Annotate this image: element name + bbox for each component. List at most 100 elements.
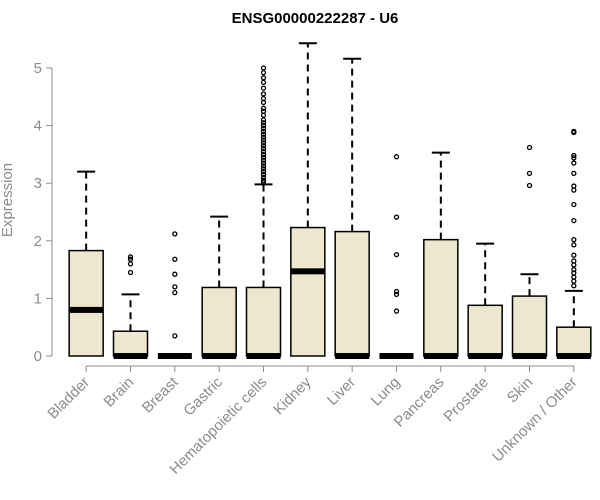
- outlier-point: [393, 308, 400, 314]
- outlier-point: [571, 155, 577, 161]
- median-line: [290, 268, 325, 275]
- boxes-group: [68, 42, 592, 359]
- outlier-point: [571, 160, 577, 166]
- outlier-point: [260, 163, 267, 169]
- chart-title: ENSG00000222287 - U6: [232, 10, 399, 27]
- box-kidney: [290, 42, 326, 357]
- box-iqr: [467, 304, 503, 357]
- median-line: [246, 353, 281, 359]
- outlier-point: [571, 187, 577, 193]
- x-tick-label: Prostate: [440, 374, 492, 426]
- box-iqr: [245, 286, 282, 357]
- median-line: [423, 353, 458, 359]
- box-lung: [379, 154, 414, 359]
- outlier-point: [260, 99, 267, 106]
- box-iqr: [556, 326, 592, 357]
- outlier-point: [260, 79, 267, 86]
- median-line: [69, 306, 104, 313]
- outlier-point: [172, 256, 178, 262]
- outlier-point: [393, 214, 400, 220]
- outlier-point: [571, 236, 577, 243]
- box-liver: [334, 57, 370, 359]
- box-hematopoietic-cells: [245, 65, 282, 359]
- box-iqr: [201, 286, 237, 357]
- y-axis-label: Expression: [0, 163, 16, 237]
- box-iqr: [334, 230, 370, 357]
- outlier-point: [526, 144, 533, 151]
- outlier-point: [260, 128, 267, 135]
- y-tick-label: 0: [34, 348, 42, 365]
- outlier-point: [260, 117, 267, 123]
- box-prostate: [467, 242, 503, 359]
- outlier-point: [260, 91, 267, 97]
- y-axis: 0 1 2 3 4 5: [34, 60, 53, 365]
- median-line: [379, 353, 414, 359]
- outlier-point: [260, 112, 267, 118]
- outlier-point: [260, 85, 267, 91]
- outlier-point: [571, 129, 577, 136]
- y-tick-label: 5: [34, 60, 42, 77]
- outlier-point: [571, 262, 577, 268]
- outlier-point: [172, 271, 178, 277]
- outlier-point: [393, 251, 400, 258]
- outlier-point: [260, 131, 267, 137]
- outlier-point: [260, 151, 267, 158]
- outlier-point: [172, 333, 178, 339]
- outlier-point: [571, 252, 577, 258]
- outlier-point: [260, 120, 267, 126]
- median-line: [157, 353, 192, 359]
- median-line: [113, 353, 148, 359]
- outlier-point: [260, 137, 267, 143]
- y-tick-label: 1: [34, 290, 42, 307]
- outlier-point: [526, 182, 533, 189]
- outlier-point: [571, 278, 577, 284]
- outlier-point: [172, 231, 178, 237]
- median-line: [468, 353, 503, 359]
- outlier-point: [260, 171, 267, 178]
- x-tick-label: Lung: [368, 374, 404, 410]
- outlier-point: [260, 125, 267, 132]
- y-tick-label: 3: [34, 175, 42, 192]
- outlier-point: [260, 75, 267, 81]
- x-tick-label: Skin: [504, 374, 537, 407]
- outlier-point: [260, 166, 267, 172]
- box-skin: [511, 144, 548, 359]
- outlier-point: [571, 170, 577, 177]
- outlier-point: [127, 261, 134, 267]
- x-tick-label: Brain: [101, 374, 138, 411]
- outlier-point: [526, 170, 533, 177]
- outlier-point: [172, 284, 178, 290]
- outlier-point: [127, 254, 134, 260]
- outlier-point: [260, 122, 267, 129]
- outlier-point: [571, 242, 577, 248]
- outlier-point: [260, 160, 267, 166]
- outlier-point: [260, 157, 267, 163]
- box-brain: [112, 254, 149, 359]
- outlier-point: [571, 201, 577, 208]
- median-line: [202, 353, 237, 359]
- outlier-point: [260, 179, 267, 185]
- outlier-point: [393, 288, 400, 295]
- outlier-point: [260, 69, 267, 76]
- median-line: [335, 353, 370, 359]
- box-iqr: [423, 238, 459, 357]
- box-gastric: [201, 215, 237, 359]
- median-line: [556, 353, 591, 359]
- outlier-point: [127, 269, 134, 276]
- box-iqr: [68, 249, 104, 357]
- box-iqr: [112, 330, 149, 357]
- box-iqr: [290, 226, 326, 357]
- box-bladder: [68, 170, 104, 357]
- outlier-point: [571, 217, 577, 224]
- outlier-point: [260, 140, 267, 146]
- outlier-point: [260, 134, 267, 140]
- outlier-point: [260, 145, 267, 152]
- outlier-point: [260, 65, 267, 71]
- x-tick-label: Breast: [139, 373, 182, 416]
- outlier-point: [260, 105, 267, 111]
- box-iqr: [511, 295, 548, 357]
- outlier-point: [571, 152, 577, 159]
- x-tick-label: Kidney: [270, 373, 315, 418]
